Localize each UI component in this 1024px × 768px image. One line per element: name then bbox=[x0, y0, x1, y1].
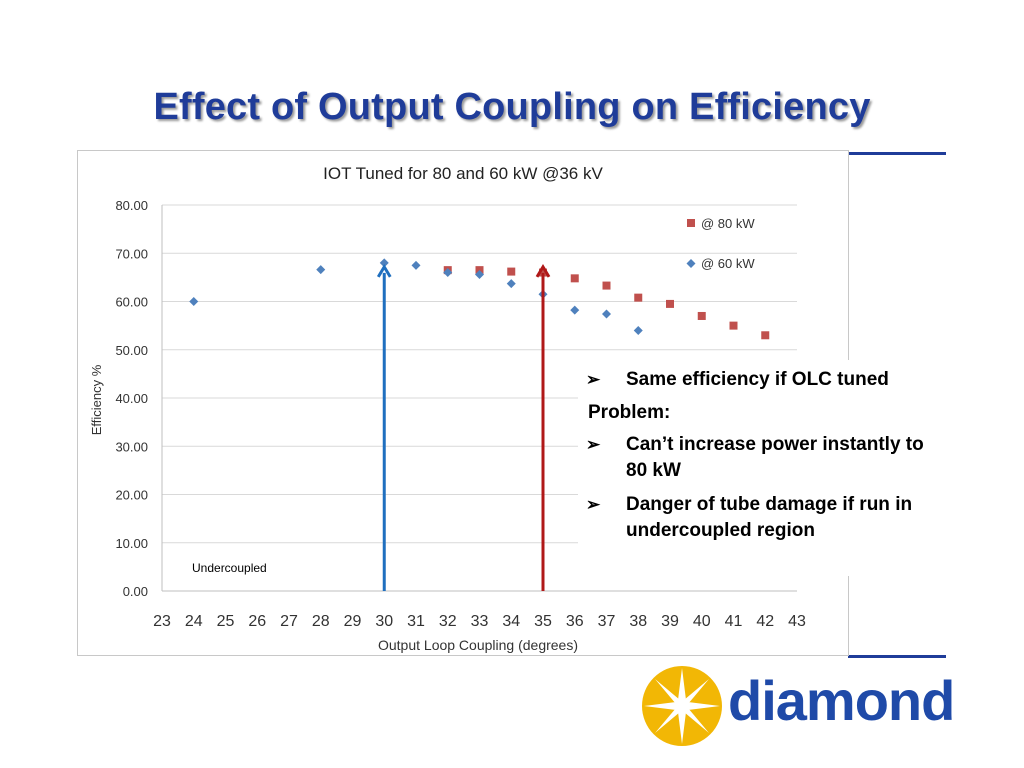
data-point-80kw bbox=[729, 321, 738, 330]
starburst-icon bbox=[642, 666, 722, 746]
bullet-icon: ➢ bbox=[586, 370, 601, 389]
legend: @ 80 kW @ 60 kW bbox=[686, 216, 755, 271]
bullet-icon: ➢ bbox=[586, 495, 601, 514]
x-tick-label: 40 bbox=[693, 613, 711, 630]
x-tick-label: 23 bbox=[153, 613, 171, 630]
data-point-80kw bbox=[697, 311, 706, 320]
callout-line-same-efficiency: Same efficiency if OLC tuned bbox=[626, 369, 889, 390]
callout-line-problem: Problem: bbox=[588, 402, 671, 423]
y-tick-labels: 0.00 10.00 20.00 30.00 40.00 50.00 60.00 70.00 8… bbox=[115, 198, 148, 599]
x-tick-label: 39 bbox=[661, 613, 679, 630]
legend-label-80kw: @ 80 kW bbox=[701, 216, 755, 231]
scatter-chart: IOT Tuned for 80 and 60 kW @36 kV 0.00 10… bbox=[89, 164, 806, 653]
x-tick-label: 30 bbox=[375, 613, 393, 630]
data-point-80kw bbox=[666, 299, 674, 308]
y-axis-label: Efficiency % bbox=[89, 364, 104, 435]
y-tick-label: 50.00 bbox=[115, 343, 148, 358]
x-tick-label: 25 bbox=[217, 613, 235, 630]
data-point-60kw bbox=[506, 279, 516, 289]
y-tick-label: 70.00 bbox=[115, 246, 148, 261]
data-point-60kw bbox=[189, 297, 199, 306]
data-point-60kw bbox=[475, 269, 484, 279]
marker-arrows bbox=[376, 263, 551, 591]
title-rule-right bbox=[848, 152, 946, 155]
data-point-60kw bbox=[633, 325, 643, 335]
y-tick-label: 40.00 bbox=[115, 391, 148, 406]
legend-swatch-60kw bbox=[686, 259, 696, 268]
y-tick-label: 30.00 bbox=[115, 439, 148, 454]
logo-wordmark: diamond bbox=[728, 669, 955, 732]
y-tick-label: 20.00 bbox=[115, 488, 148, 503]
callout-panel: ➢ Same efficiency if OLC tuned Problem: … bbox=[578, 360, 998, 576]
annotation-undercoupled: Undercoupled bbox=[192, 561, 267, 575]
data-point-60kw bbox=[602, 309, 611, 319]
data-point-60kw bbox=[379, 258, 389, 268]
data-point-60kw bbox=[316, 265, 326, 275]
x-tick-label: 37 bbox=[598, 613, 616, 630]
slide-title: Effect of Output Coupling on Efficiency bbox=[153, 86, 871, 128]
callout-line-cant-increase: Can’t increase power instantly to bbox=[626, 434, 924, 455]
x-tick-label: 28 bbox=[312, 613, 330, 630]
data-point-80kw bbox=[602, 281, 611, 290]
data-point-60kw bbox=[443, 268, 453, 278]
y-tick-label: 80.00 bbox=[115, 198, 148, 213]
data-point-60kw bbox=[570, 305, 580, 315]
x-tick-label: 26 bbox=[248, 613, 266, 630]
callout-line-danger: Danger of tube damage if run in bbox=[626, 494, 913, 515]
chart-title: IOT Tuned for 80 and 60 kW @36 kV bbox=[323, 164, 603, 183]
data-point-60kw bbox=[411, 260, 421, 270]
x-tick-label: 34 bbox=[502, 613, 520, 630]
data-point-80kw bbox=[761, 331, 770, 340]
x-tick-label: 36 bbox=[566, 613, 584, 630]
x-tick-label: 41 bbox=[725, 613, 743, 630]
bullet-icon: ➢ bbox=[586, 435, 601, 454]
y-tick-label: 10.00 bbox=[115, 536, 148, 551]
x-tick-labels: 23 24 25 26 27 28 29 30 31 32 33 34 35 36 37 38 39 40 41 42… bbox=[153, 613, 806, 630]
callout-line-80kw: 80 kW bbox=[626, 460, 681, 481]
callout-line-undercoupled-region: undercoupled region bbox=[626, 520, 815, 541]
x-axis-label: Output Loop Coupling (degrees) bbox=[378, 637, 578, 653]
y-tick-label: 0.00 bbox=[123, 584, 148, 599]
x-tick-label: 31 bbox=[407, 613, 425, 630]
x-tick-label: 29 bbox=[344, 613, 362, 630]
arrow-head-blue bbox=[376, 263, 392, 278]
x-tick-label: 43 bbox=[788, 613, 806, 630]
legend-swatch-80kw bbox=[687, 219, 695, 227]
y-tick-label: 60.00 bbox=[115, 295, 148, 310]
footer-rule bbox=[848, 655, 946, 658]
data-point-80kw bbox=[539, 268, 547, 277]
x-tick-label: 32 bbox=[439, 613, 457, 630]
x-tick-label: 38 bbox=[629, 613, 647, 630]
x-tick-label: 33 bbox=[471, 613, 489, 630]
x-tick-label: 35 bbox=[534, 613, 552, 630]
x-tick-label: 42 bbox=[756, 613, 774, 630]
data-point-80kw bbox=[507, 267, 516, 276]
data-point-80kw bbox=[570, 274, 579, 283]
arrow-head-red bbox=[535, 263, 551, 278]
data-point-80kw bbox=[634, 293, 643, 302]
legend-label-60kw: @ 60 kW bbox=[701, 256, 755, 271]
diamond-logo bbox=[642, 666, 722, 746]
data-points bbox=[189, 258, 770, 340]
x-tick-label: 27 bbox=[280, 613, 298, 630]
x-tick-label: 24 bbox=[185, 613, 203, 630]
